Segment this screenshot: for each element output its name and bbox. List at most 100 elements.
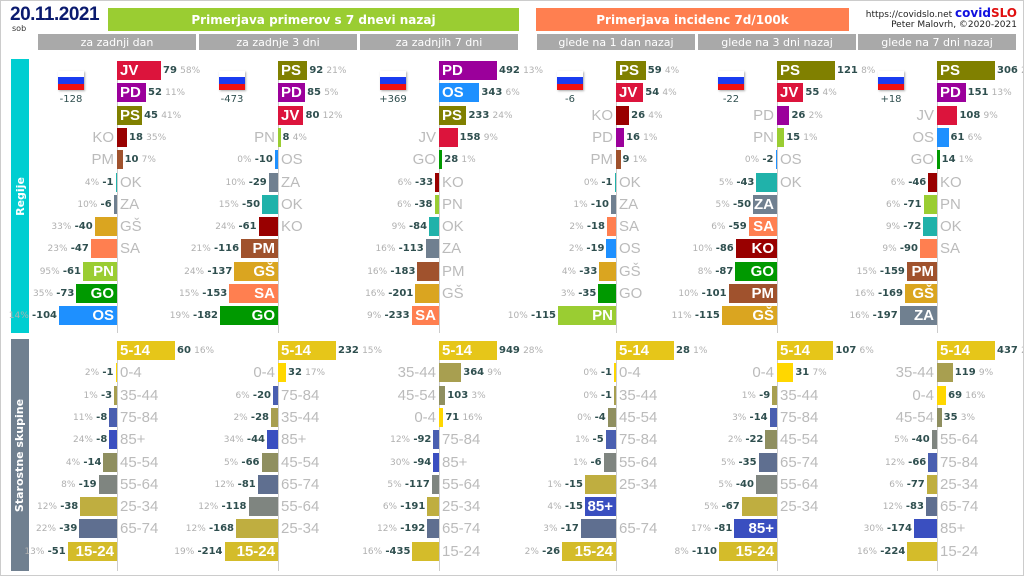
bar-value: 14% -104 [9, 306, 57, 326]
bar-label: 75-84 [281, 386, 320, 404]
bar-value: 35 3% [944, 408, 975, 428]
percent: 8% [697, 266, 713, 277]
bar-label: KO [591, 106, 613, 124]
value: -15 [564, 478, 583, 490]
axis-line [937, 61, 938, 333]
value: -115 [530, 310, 556, 322]
bar-value: 5% -40 [718, 475, 754, 495]
percent: 16% [362, 546, 383, 557]
bar-value: 1% -15 [547, 475, 583, 495]
axis-line [777, 341, 778, 571]
percent: 8% [674, 546, 689, 557]
value: -233 [384, 310, 410, 322]
bar [777, 127, 785, 147]
percent: 16% [375, 244, 396, 255]
percent: 13% [24, 546, 45, 557]
bar [937, 83, 966, 103]
value: 233 [468, 109, 490, 121]
percent: 1% [461, 155, 476, 166]
bar-value: 5% -66 [224, 453, 260, 473]
bar-value: 0% -4 [577, 408, 606, 428]
bar-label: 45-54 [281, 453, 320, 471]
percent: 3% [543, 524, 558, 535]
bar-value: 22% -39 [36, 519, 77, 539]
banner-cases: Primerjava primerov s 7 dnevi nazaj [108, 8, 519, 31]
bar-value: 6% -71 [886, 195, 922, 215]
value: -10 [254, 154, 273, 166]
bar-label: 5-14 [619, 342, 650, 359]
bar-value: 17% -81 [691, 519, 732, 539]
bar-value: 60 16% [177, 341, 214, 361]
value: -1 [600, 367, 612, 379]
bar-label: 45-54 [619, 408, 658, 426]
value: -40 [911, 434, 930, 446]
value: -73 [56, 288, 75, 299]
value: -61 [62, 265, 81, 277]
bar-value: 2% -19 [569, 239, 605, 259]
bar [607, 407, 616, 427]
percent: 10% [77, 199, 98, 210]
bar-label: ZA [754, 195, 774, 213]
bar-value: 54 4% [645, 83, 676, 103]
value: -4 [594, 411, 606, 423]
slovenia-flag-icon [878, 71, 904, 90]
bar-value: 52 11% [148, 83, 185, 103]
bar [278, 61, 308, 80]
bar-value: 5% -43 [719, 173, 755, 193]
bar-value: 35% -73 [33, 284, 74, 304]
value: -224 [880, 545, 906, 557]
bar-label: OK [442, 218, 464, 236]
bar-value: 23% -47 [48, 239, 89, 259]
value: -22 [745, 434, 764, 446]
bar-label: KO [751, 240, 775, 258]
bar-value: 2% -22 [728, 430, 764, 450]
bar-value: 32 17% [288, 363, 325, 383]
value: -197 [872, 310, 898, 322]
value: -1 [600, 389, 612, 401]
value: -214 [197, 545, 223, 557]
value: 85 [307, 87, 321, 99]
bar [775, 150, 777, 170]
national-total: -22 [722, 94, 740, 105]
bar-value: 33% -40 [51, 217, 92, 237]
bar-label: PM [91, 151, 115, 169]
axis-line [439, 341, 440, 571]
bar-value: 14 1% [942, 150, 973, 170]
bar [429, 217, 439, 237]
bar-value: 18 35% [129, 128, 166, 148]
bar-value: 28 1% [444, 150, 475, 170]
percent: 7% [812, 368, 827, 379]
bar-value: 13% -51 [24, 542, 65, 562]
value: 158 [459, 131, 481, 143]
percent: 15% [179, 289, 200, 299]
percent: 2% [568, 244, 584, 255]
percent: 17% [691, 524, 712, 535]
bar [777, 105, 790, 125]
bar-value: 107 6% [835, 341, 873, 361]
bar-label: PD [281, 84, 302, 102]
percent: 5% [387, 479, 402, 490]
bar-label: ZA [619, 195, 639, 213]
bar [79, 519, 117, 539]
bar-label: PS [281, 62, 302, 79]
site-url[interactable]: https://covidslo.net [865, 10, 953, 20]
bar [616, 83, 644, 103]
bar-label: 75-84 [780, 408, 819, 426]
bar [411, 306, 439, 326]
bar [605, 430, 616, 450]
bar-value: 4% -33 [562, 262, 598, 282]
bar-label: 25-34 [120, 498, 159, 516]
value: -59 [728, 221, 747, 233]
bar-value: 8% -110 [675, 542, 718, 562]
percent: 1% [632, 155, 647, 166]
percent: 5% [715, 199, 730, 210]
bar-label: GO [251, 307, 275, 325]
section-title-age-groups: Starostne skupine [13, 398, 27, 512]
value: -153 [202, 288, 228, 299]
bar-label: 25-34 [619, 475, 658, 493]
value: 32 [288, 367, 302, 379]
bar-value: 233 24% [468, 106, 512, 126]
bar-value: 6% -77 [889, 475, 925, 495]
bar [777, 363, 794, 383]
bar [59, 306, 117, 326]
